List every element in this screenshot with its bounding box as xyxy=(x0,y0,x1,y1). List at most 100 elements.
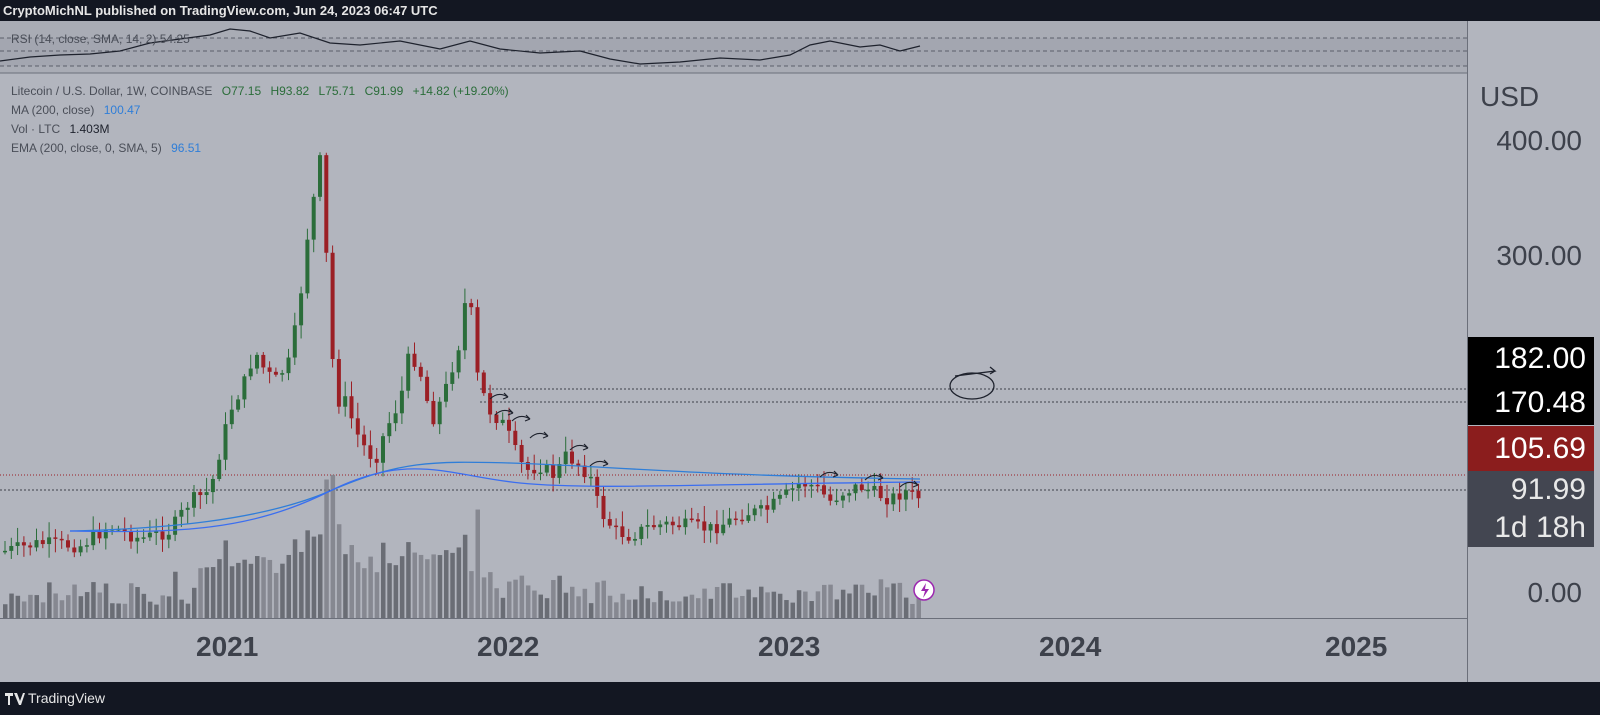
candle-body xyxy=(374,458,379,463)
year-label-2023: 2023 xyxy=(758,631,821,662)
volume-bar xyxy=(790,602,795,618)
candle-body xyxy=(872,485,877,490)
annotation-arrow xyxy=(569,443,589,451)
volume-bar xyxy=(236,562,241,618)
volume-bar xyxy=(431,554,436,618)
volume-bar xyxy=(261,557,266,618)
volume-bar xyxy=(519,575,525,618)
candle-body xyxy=(217,459,222,479)
volume-bar xyxy=(355,562,361,618)
volume-bar xyxy=(198,568,203,618)
year-label-2021: 2021 xyxy=(196,631,259,662)
candle-body xyxy=(481,372,486,394)
chart-area[interactable]: RSI (14, close, SMA, 14, 2) 54.25 Liteco… xyxy=(0,21,1600,682)
candle-body xyxy=(236,399,241,410)
open-value: O77.15 xyxy=(221,84,262,98)
volume-bar xyxy=(696,598,701,618)
candle-body xyxy=(790,488,795,490)
volume-bar xyxy=(582,588,588,618)
candle-body xyxy=(570,451,574,464)
volume-bar xyxy=(242,559,247,618)
candle-body xyxy=(362,434,367,446)
vol-label: Vol · LTC xyxy=(11,122,61,136)
currency-label: USD xyxy=(1480,81,1540,112)
candle-body xyxy=(727,518,732,525)
candle-body xyxy=(462,303,467,351)
volume-bar xyxy=(645,598,651,618)
price-tag-182: 182.00 xyxy=(1468,337,1594,381)
volume-bar xyxy=(204,567,210,618)
ema-legend-row: EMA (200, close, 0, SMA, 5) 96.51 xyxy=(11,139,515,158)
candle-body xyxy=(311,196,316,240)
tradingview-logo-icon xyxy=(5,693,25,705)
candle-body xyxy=(330,252,335,360)
volume-bar xyxy=(714,586,720,618)
volume-bar xyxy=(362,568,367,618)
volume-bar xyxy=(500,597,506,618)
candle-body xyxy=(777,494,782,499)
candle-body xyxy=(66,540,70,548)
candle-body xyxy=(733,518,738,521)
volume-bar xyxy=(412,552,417,618)
candle-body xyxy=(129,531,133,542)
volume-bar xyxy=(47,582,52,618)
volume-bar xyxy=(299,551,304,618)
volume-bar xyxy=(248,563,254,618)
volume-bar xyxy=(116,603,121,618)
candle-body xyxy=(759,505,763,509)
candle-body xyxy=(803,483,808,487)
candle-body xyxy=(393,413,398,424)
candle-body xyxy=(576,463,581,466)
volume-bar xyxy=(570,586,575,618)
volume-bar xyxy=(507,581,512,618)
price-axis[interactable]: USD 400.00 300.00 0.00 182.00 170.48 105… xyxy=(1467,21,1600,682)
candle-body xyxy=(834,500,839,503)
volume-bar xyxy=(633,599,638,618)
candle-body xyxy=(299,293,304,326)
year-label-2022: 2022 xyxy=(477,631,540,662)
volume-bar xyxy=(418,554,424,618)
volume-bar xyxy=(122,603,128,618)
candle-body xyxy=(651,525,656,528)
footer-bar: TradingView xyxy=(0,682,1600,715)
candle-body xyxy=(324,155,329,253)
candle-body xyxy=(519,445,524,463)
candle-body xyxy=(658,524,663,528)
price-plot[interactable] xyxy=(0,21,1467,618)
candle-body xyxy=(154,531,159,533)
candle-body xyxy=(160,531,165,540)
volume-bar xyxy=(437,555,443,618)
volume-bar xyxy=(664,600,669,618)
candle-body xyxy=(425,376,430,401)
volume-bar xyxy=(538,594,543,618)
candle-body xyxy=(21,542,26,546)
volume-bar xyxy=(387,563,392,618)
time-axis[interactable]: 2021 2022 2023 2024 2025 xyxy=(0,618,1467,682)
volume-bar xyxy=(557,575,562,618)
volume-bar xyxy=(425,559,430,618)
candle-body xyxy=(696,519,700,522)
close-value: C91.99 xyxy=(364,84,404,98)
volume-bar xyxy=(166,596,172,618)
candle-body xyxy=(847,493,852,496)
candle-body xyxy=(198,492,203,496)
volume-bar xyxy=(192,587,197,618)
volume-bar xyxy=(280,563,285,618)
volume-bar xyxy=(683,596,688,618)
volume-bar xyxy=(903,597,909,618)
volume-bar xyxy=(488,572,493,618)
candle-body xyxy=(664,521,669,525)
volume-bar xyxy=(563,592,569,618)
volume-bar xyxy=(494,588,499,618)
volume-bar xyxy=(777,593,783,618)
candle-body xyxy=(204,492,209,496)
volume-bar xyxy=(532,590,537,618)
candle-body xyxy=(469,303,474,308)
candle-body xyxy=(910,490,915,492)
candle-body xyxy=(9,545,14,551)
volume-bar xyxy=(588,603,594,618)
annotation-arrow xyxy=(511,414,531,422)
annotation-arrow xyxy=(589,459,609,467)
annotation-arrow xyxy=(899,480,919,488)
candle-body xyxy=(828,494,833,501)
